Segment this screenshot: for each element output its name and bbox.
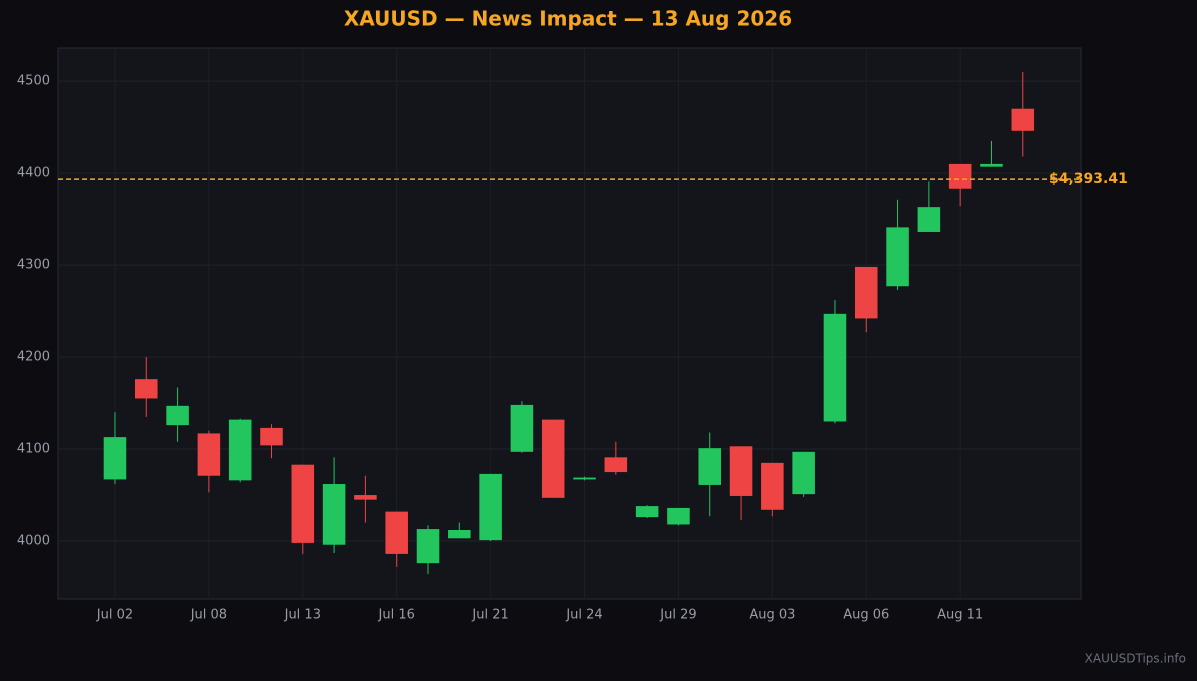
candle-body <box>729 446 753 496</box>
y-tick-label: 4000 <box>17 534 50 549</box>
x-tick-label: Jul 21 <box>471 608 508 623</box>
candle-body <box>667 507 690 525</box>
y-tick-label: 4300 <box>17 258 50 273</box>
x-tick-label: Aug 06 <box>843 608 889 623</box>
candle-body <box>166 405 189 426</box>
x-tick-label: Jul 29 <box>659 608 696 623</box>
y-tick-label: 4100 <box>17 442 50 457</box>
candle-body <box>823 313 847 422</box>
candle-body <box>197 433 221 476</box>
candle-body <box>635 506 659 518</box>
candle-body <box>573 477 596 480</box>
x-tick-label: Jul 13 <box>284 608 321 623</box>
y-tick-label: 4200 <box>17 350 50 365</box>
candle-body <box>260 427 283 446</box>
y-tick-label: 4400 <box>17 166 50 181</box>
candle-body <box>385 511 408 554</box>
candle-body <box>291 464 315 543</box>
candle-body <box>761 462 784 510</box>
candle-body <box>854 266 878 319</box>
candle-body <box>948 163 972 189</box>
x-tick-label: Aug 11 <box>937 608 983 623</box>
plot-area <box>57 47 1082 600</box>
candle-body <box>135 379 158 399</box>
candle-body <box>416 529 440 564</box>
y-tick-label: 4500 <box>17 74 50 89</box>
candle-body <box>541 419 565 498</box>
candle-body <box>698 448 722 485</box>
candle-body <box>448 530 471 539</box>
candle-body <box>917 207 941 232</box>
candle-body <box>510 404 534 452</box>
candle-body <box>604 457 628 473</box>
candle-body <box>322 484 346 545</box>
x-tick-label: Aug 03 <box>749 608 795 623</box>
candle-body <box>354 495 377 500</box>
candle-body <box>228 419 252 481</box>
x-tick-label: Jul 02 <box>96 608 133 623</box>
footer: XAUUSDTips.info <box>1085 652 1186 666</box>
chart-title: XAUUSD — News Impact — 13 Aug 2026 <box>344 7 792 31</box>
candle-body <box>103 437 127 480</box>
x-tick-label: Jul 24 <box>565 608 602 623</box>
candle-body <box>980 163 1003 167</box>
x-tick-label: Jul 16 <box>378 608 415 623</box>
reference-label: $4,393.41 <box>1049 171 1128 187</box>
x-tick-label: Jul 08 <box>190 608 227 623</box>
candle-body <box>792 451 815 495</box>
candle-body <box>886 227 909 287</box>
candle-body <box>479 473 502 541</box>
candle-body <box>1011 108 1035 131</box>
